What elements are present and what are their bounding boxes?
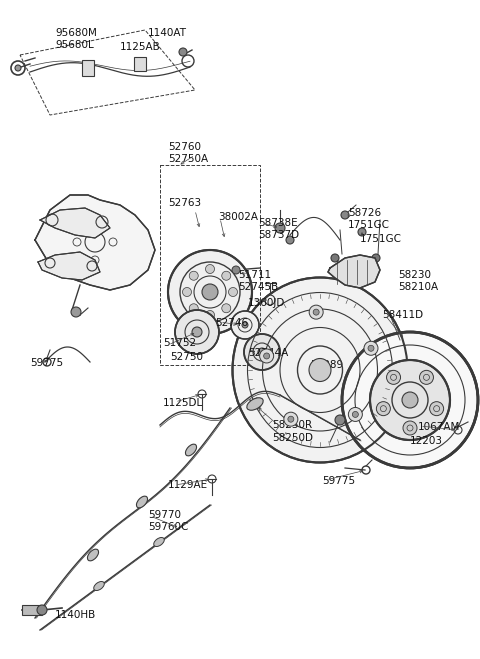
Circle shape — [358, 228, 366, 236]
Circle shape — [370, 360, 450, 440]
Ellipse shape — [136, 496, 147, 508]
Circle shape — [341, 211, 349, 219]
Ellipse shape — [232, 277, 408, 463]
Text: 38002A: 38002A — [218, 212, 258, 222]
Circle shape — [430, 401, 444, 416]
Text: 58411D: 58411D — [382, 310, 423, 320]
Text: 58726: 58726 — [348, 208, 381, 218]
Text: 1125AB: 1125AB — [120, 42, 161, 52]
Ellipse shape — [185, 444, 196, 456]
Circle shape — [231, 311, 259, 339]
Text: 1140AT: 1140AT — [148, 28, 187, 38]
Text: 58230: 58230 — [398, 270, 431, 280]
Circle shape — [288, 416, 294, 422]
Polygon shape — [38, 252, 100, 280]
Circle shape — [331, 254, 339, 262]
Text: 1067AM: 1067AM — [418, 422, 460, 432]
Circle shape — [242, 322, 248, 328]
Circle shape — [364, 341, 378, 355]
Circle shape — [71, 307, 81, 317]
Circle shape — [420, 370, 433, 384]
Text: 52746: 52746 — [215, 318, 248, 328]
Polygon shape — [35, 195, 155, 290]
Text: 52750A: 52750A — [168, 154, 208, 164]
Text: 52745B: 52745B — [238, 282, 278, 292]
Ellipse shape — [154, 538, 164, 546]
Circle shape — [189, 272, 198, 280]
Text: 59760C: 59760C — [148, 522, 188, 532]
Circle shape — [222, 272, 231, 280]
Circle shape — [15, 65, 21, 71]
Circle shape — [222, 304, 231, 313]
Circle shape — [258, 348, 266, 356]
Text: 58738E: 58738E — [258, 218, 298, 228]
Ellipse shape — [94, 581, 104, 590]
Text: 58737D: 58737D — [258, 230, 299, 240]
Text: 95680M: 95680M — [55, 28, 97, 38]
Bar — [160, 165, 260, 365]
Text: 52750: 52750 — [170, 352, 203, 362]
Circle shape — [309, 305, 323, 319]
Circle shape — [205, 310, 215, 320]
Circle shape — [264, 353, 270, 359]
Circle shape — [182, 287, 192, 297]
Circle shape — [37, 605, 47, 615]
Text: 52744A: 52744A — [248, 348, 288, 358]
Circle shape — [228, 287, 238, 297]
Bar — [22, 605, 42, 615]
Circle shape — [286, 236, 294, 244]
Circle shape — [168, 250, 252, 334]
Circle shape — [202, 284, 218, 300]
Circle shape — [313, 309, 319, 315]
Text: 1751GC: 1751GC — [348, 220, 390, 230]
Circle shape — [372, 254, 380, 262]
Circle shape — [342, 332, 478, 468]
Circle shape — [205, 264, 215, 273]
Circle shape — [368, 345, 374, 351]
Ellipse shape — [87, 549, 98, 561]
Circle shape — [386, 370, 400, 384]
Ellipse shape — [247, 398, 263, 411]
Polygon shape — [328, 255, 380, 288]
Text: 59775: 59775 — [322, 476, 355, 486]
Text: 1129AE: 1129AE — [168, 480, 208, 490]
Text: 59775: 59775 — [30, 358, 63, 368]
Circle shape — [335, 415, 345, 425]
Text: 1125DL: 1125DL — [163, 398, 203, 408]
Text: 52763: 52763 — [168, 198, 201, 208]
Text: 1360JD: 1360JD — [248, 298, 286, 308]
Circle shape — [175, 310, 219, 354]
Text: 1751GC: 1751GC — [360, 234, 402, 244]
Circle shape — [376, 401, 390, 416]
Polygon shape — [40, 208, 110, 238]
Text: 51752: 51752 — [163, 338, 196, 348]
Circle shape — [232, 266, 240, 274]
Text: 58250D: 58250D — [272, 433, 313, 443]
Circle shape — [403, 421, 417, 435]
Text: 52760: 52760 — [168, 142, 201, 152]
Text: 58250R: 58250R — [272, 420, 312, 430]
Circle shape — [260, 349, 274, 363]
Circle shape — [189, 304, 198, 313]
Ellipse shape — [309, 358, 331, 382]
Text: 58389: 58389 — [310, 360, 343, 370]
Circle shape — [352, 411, 359, 417]
Bar — [134, 57, 146, 71]
Circle shape — [284, 412, 298, 426]
Text: 58210A: 58210A — [398, 282, 438, 292]
Circle shape — [192, 327, 202, 337]
Text: 59770: 59770 — [148, 510, 181, 520]
Text: 1140HB: 1140HB — [55, 610, 96, 620]
Text: 12203: 12203 — [410, 436, 443, 446]
Text: 51711: 51711 — [238, 270, 271, 280]
Circle shape — [275, 223, 285, 233]
Bar — [82, 60, 94, 76]
Circle shape — [402, 392, 418, 408]
Circle shape — [348, 407, 362, 422]
Text: 95680L: 95680L — [55, 40, 94, 50]
Circle shape — [244, 334, 280, 370]
Circle shape — [179, 48, 187, 56]
